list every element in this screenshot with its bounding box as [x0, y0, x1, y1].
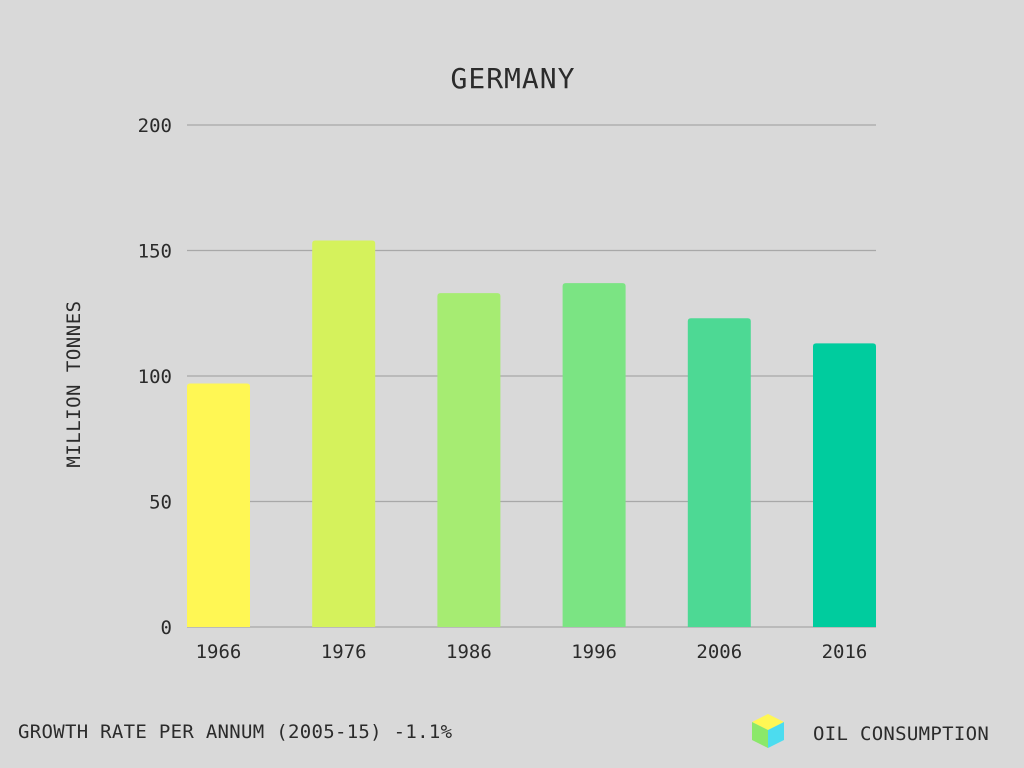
chart-title: GERMANY: [450, 62, 575, 95]
bar-1966: [187, 383, 250, 627]
bar-1996: [562, 283, 626, 627]
legend: OIL CONSUMPTION: [752, 714, 989, 748]
y-axis-label: MILLION TONNES: [63, 300, 85, 467]
y-tick-label: 100: [138, 366, 172, 388]
y-tick-label: 150: [138, 241, 172, 263]
growth-rate-footnote: GROWTH RATE PER ANNUM (2005-15) -1.1%: [18, 721, 453, 743]
bar-1976: [312, 240, 376, 627]
x-tick-label: 1986: [446, 641, 492, 663]
y-tick-label: 50: [149, 492, 172, 514]
gridlines: [187, 124, 876, 628]
cube-icon: [752, 714, 784, 748]
x-tick-label: 1966: [196, 641, 242, 663]
x-tick-label: 1976: [321, 641, 367, 663]
y-tick-labels: 0 50 100 150 200: [138, 115, 172, 639]
x-tick-labels: 1966 1976 1986 1996 2006 2016: [196, 641, 868, 663]
y-tick-label: 0: [161, 617, 172, 639]
y-tick-label: 200: [138, 115, 172, 137]
x-tick-label: 2006: [696, 641, 742, 663]
bar-1986: [437, 293, 501, 627]
bar-2006: [687, 318, 751, 627]
bars: [187, 240, 876, 627]
x-tick-label: 2016: [822, 641, 868, 663]
x-tick-label: 1996: [571, 641, 617, 663]
bar-2016: [813, 343, 876, 627]
legend-label: OIL CONSUMPTION: [813, 723, 989, 745]
